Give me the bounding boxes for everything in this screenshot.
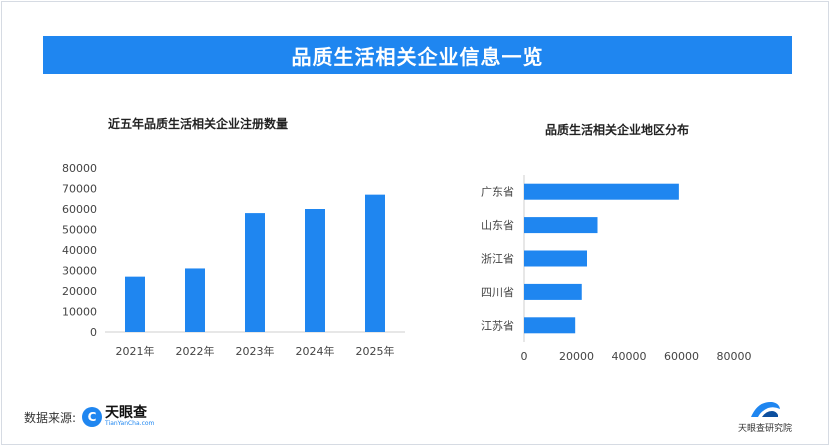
- right-x-tick-label: 80000: [717, 350, 752, 363]
- data-source: 数据来源: C 天眼查 TianYanCha.com: [24, 406, 154, 428]
- left-y-tick-label: 50000: [62, 224, 97, 237]
- right-y-tick-label: 山东省: [481, 219, 514, 232]
- right-bar: [524, 217, 598, 234]
- left-bar: [245, 213, 265, 332]
- left-y-tick-label: 10000: [62, 306, 97, 319]
- logo-c-icon: C: [82, 407, 103, 427]
- right-x-tick-label: 60000: [664, 350, 699, 363]
- left-bar: [305, 209, 325, 332]
- left-x-tick-label: 2022年: [176, 344, 215, 358]
- logo-subtext: TianYanCha.com: [105, 420, 155, 427]
- right-y-tick-label: 广东省: [481, 186, 514, 199]
- page-title: 品质生活相关企业信息一览: [291, 44, 544, 69]
- left-y-tick-label: 20000: [62, 285, 97, 298]
- left-y-tick-label: 30000: [62, 265, 97, 278]
- right-y-tick-label: 浙江省: [481, 253, 514, 266]
- logo-name: 天眼查: [105, 405, 148, 421]
- left-bar: [125, 276, 145, 332]
- left-bar: [365, 194, 385, 332]
- right-y-tick-label: 江苏省: [481, 319, 514, 332]
- institute-logo: 天眼查研究院: [736, 397, 794, 437]
- tianyancha-logo: C 天眼查 TianYanCha.com: [82, 406, 154, 428]
- left-x-tick-label: 2021年: [116, 344, 155, 358]
- institute-name: 天眼查研究院: [737, 424, 792, 434]
- institute-mark-icon: [751, 401, 780, 417]
- left-y-tick-label: 60000: [62, 203, 97, 216]
- right-x-tick-label: 20000: [559, 350, 594, 363]
- left-x-tick-label: 2025年: [356, 344, 395, 358]
- right-chart-title: 品质生活相关企业地区分布: [545, 123, 690, 137]
- left-y-tick-label: 70000: [62, 183, 97, 196]
- header-banner: 品质生活相关企业信息一览: [43, 36, 792, 74]
- left-x-tick-label: 2024年: [296, 344, 335, 358]
- left-y-tick-label: 80000: [62, 162, 97, 175]
- right-bar: [524, 250, 587, 267]
- left-x-tick-label: 2023年: [236, 344, 275, 358]
- source-label: 数据来源:: [24, 410, 77, 425]
- left-y-tick-label: 0: [90, 326, 97, 339]
- left-bar: [185, 268, 205, 332]
- right-y-tick-label: 四川省: [481, 286, 514, 299]
- left-chart-title: 近五年品质生活相关企业注册数量: [108, 117, 289, 131]
- left-y-tick-label: 40000: [62, 244, 97, 257]
- right-x-tick-label: 40000: [612, 350, 647, 363]
- right-bar: [524, 183, 679, 200]
- right-x-tick-label: 0: [521, 350, 528, 363]
- right-bar: [524, 317, 576, 334]
- right-bar: [524, 283, 582, 300]
